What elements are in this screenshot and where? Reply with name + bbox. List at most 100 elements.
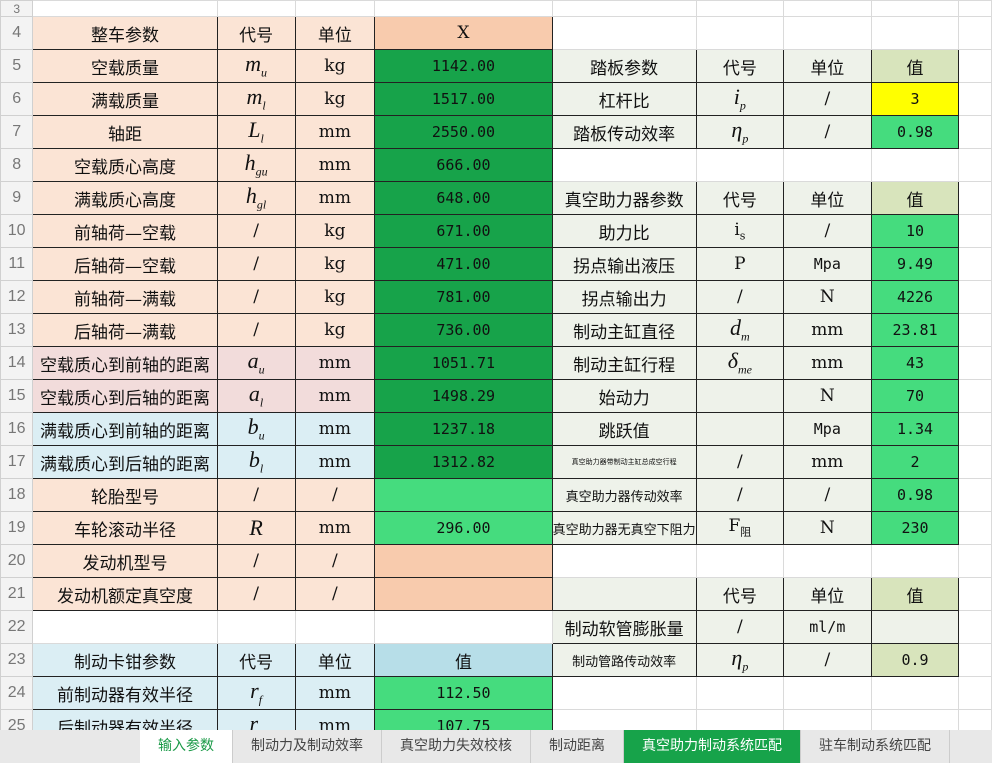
param-code-cell[interactable]: / [695,445,785,479]
param-unit-cell[interactable]: 单位 [783,49,872,83]
cell[interactable] [958,148,992,182]
cell[interactable] [870,16,960,50]
param-unit-cell[interactable]: mm [783,313,872,347]
cell[interactable] [783,148,872,182]
row-header[interactable]: 14 [0,346,34,380]
param-name-cell[interactable]: 发动机额定真空度 [32,577,218,611]
row-header[interactable]: 15 [0,379,34,413]
param-code-cell[interactable]: ηp [695,115,785,149]
param-value-cell[interactable]: 23.81 [870,313,960,347]
param-code-cell[interactable]: mu [216,49,296,83]
param-code-cell[interactable] [695,412,785,446]
param-unit-cell[interactable]: mm [294,676,376,710]
param-code-cell[interactable]: δme [695,346,785,380]
param-name-cell[interactable]: 空载质心高度 [32,148,218,182]
param-name-cell[interactable]: 前轴荷—满载 [32,280,218,314]
param-value-cell[interactable] [374,610,553,644]
param-code-cell[interactable]: / [216,247,296,281]
param-unit-cell[interactable]: kg [294,247,376,281]
param-name-cell[interactable]: 轮胎型号 [32,478,218,512]
param-name-cell[interactable]: 空载质量 [32,49,218,83]
param-value-cell[interactable]: 1498.29 [374,379,553,413]
row-header[interactable]: 19 [0,511,34,545]
param-code-cell[interactable]: / [695,610,785,644]
cell[interactable] [958,16,992,50]
param-value-cell[interactable]: 1517.00 [374,82,553,116]
param-value-cell[interactable]: 0.9 [870,643,960,677]
param-name-cell[interactable] [551,577,697,611]
param-value-cell[interactable]: 值 [870,181,960,215]
param-unit-cell[interactable]: mm [294,148,376,182]
param-code-cell[interactable]: / [216,214,296,248]
param-code-cell[interactable]: 代号 [216,643,296,677]
cell[interactable] [32,0,218,17]
param-unit-cell[interactable]: kg [294,49,376,83]
cell[interactable] [870,544,960,578]
row-header[interactable]: 7 [0,115,34,149]
row-header[interactable]: 22 [0,610,34,644]
param-name-cell[interactable]: 真空助力器传动效率 [551,478,697,512]
param-name-cell[interactable]: 杠杆比 [551,82,697,116]
cell[interactable] [551,676,697,710]
row-header[interactable]: 18 [0,478,34,512]
param-name-cell[interactable]: 制动软管膨胀量 [551,610,697,644]
sheet-tab[interactable]: 输入参数 [140,730,233,763]
param-value-cell[interactable] [374,478,553,512]
cell[interactable] [958,643,992,677]
param-code-cell[interactable]: bu [216,412,296,446]
param-code-cell[interactable]: R [216,511,296,545]
param-unit-cell[interactable]: 单位 [294,16,376,50]
row-header[interactable]: 11 [0,247,34,281]
param-unit-cell[interactable]: Mpa [783,247,872,281]
cell[interactable] [958,247,992,281]
cell[interactable] [958,577,992,611]
param-value-cell[interactable]: 112.50 [374,676,553,710]
row-header[interactable]: 12 [0,280,34,314]
param-unit-cell[interactable]: mm [294,379,376,413]
param-unit-cell[interactable]: mm [294,412,376,446]
param-unit-cell[interactable]: mm [294,346,376,380]
param-value-cell[interactable]: X [374,16,553,50]
param-value-cell[interactable]: 666.00 [374,148,553,182]
param-code-cell[interactable]: / [216,478,296,512]
param-value-cell[interactable]: 736.00 [374,313,553,347]
param-value-cell[interactable]: 0.98 [870,115,960,149]
cell[interactable] [958,280,992,314]
param-code-cell[interactable]: hgu [216,148,296,182]
param-name-cell[interactable]: 踏板传动效率 [551,115,697,149]
sheet-tab[interactable]: 真空助力失效校核 [382,730,531,763]
row-header[interactable]: 4 [0,16,34,50]
sheet-tab[interactable]: 真空助力制动系统匹配 [624,730,801,763]
param-name-cell[interactable]: 踏板参数 [551,49,697,83]
cell[interactable] [551,544,697,578]
sheet-tab[interactable]: 制动距离 [531,730,624,763]
param-value-cell[interactable]: 781.00 [374,280,553,314]
param-code-cell[interactable]: ηp [695,643,785,677]
param-unit-cell[interactable]: 单位 [294,643,376,677]
param-name-cell[interactable]: 拐点输出力 [551,280,697,314]
param-unit-cell[interactable]: kg [294,280,376,314]
param-value-cell[interactable]: 70 [870,379,960,413]
param-name-cell[interactable]: 前制动器有效半径 [32,676,218,710]
param-code-cell[interactable]: ml [216,82,296,116]
param-name-cell[interactable]: 拐点输出液压 [551,247,697,281]
param-unit-cell[interactable] [294,610,376,644]
param-value-cell[interactable]: 值 [374,643,553,677]
row-header[interactable]: 23 [0,643,34,677]
cell[interactable] [294,0,376,17]
row-header[interactable]: 3 [0,0,34,17]
cell[interactable] [958,379,992,413]
param-value-cell[interactable]: 1312.82 [374,445,553,479]
cell[interactable] [958,478,992,512]
param-name-cell[interactable]: 始动力 [551,379,697,413]
row-header[interactable]: 9 [0,181,34,215]
param-code-cell[interactable] [695,379,785,413]
cell[interactable] [958,214,992,248]
param-name-cell[interactable]: 后轴荷—满载 [32,313,218,347]
cell[interactable] [958,115,992,149]
param-unit-cell[interactable]: 单位 [783,577,872,611]
param-value-cell[interactable]: 1051.71 [374,346,553,380]
param-value-cell[interactable]: 4226 [870,280,960,314]
param-name-cell[interactable]: 空载质心到前轴的距离 [32,346,218,380]
cell[interactable] [695,544,785,578]
